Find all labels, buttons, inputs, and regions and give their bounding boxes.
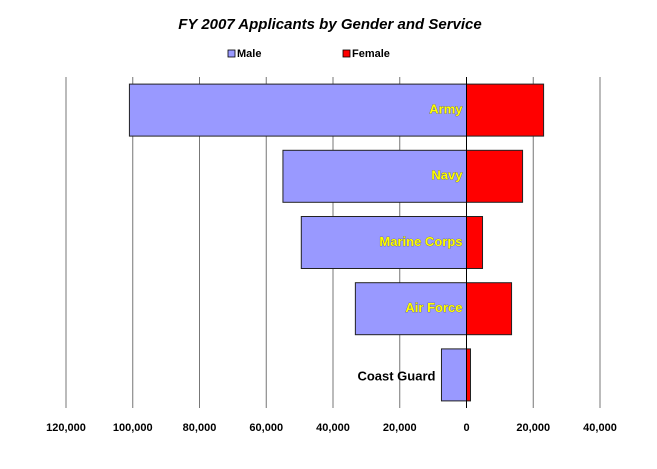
x-tick-label: 80,000 xyxy=(183,422,217,434)
legend-label: Female xyxy=(352,48,390,60)
category-label: Army xyxy=(429,102,463,117)
x-tick-label: 40,000 xyxy=(583,422,617,434)
category-label: Marine Corps xyxy=(379,234,462,249)
bar xyxy=(300,216,468,269)
bar xyxy=(466,216,484,269)
category-label: Coast Guard xyxy=(357,368,435,383)
chart-title: FY 2007 Applicants by Gender and Service xyxy=(178,16,481,33)
legend-swatch xyxy=(342,49,351,58)
x-tick-label: 60,000 xyxy=(249,422,283,434)
x-tick-label: 0 xyxy=(463,422,469,434)
bar xyxy=(128,83,467,137)
x-tick-label: 20,000 xyxy=(516,422,550,434)
x-tick-label: 20,000 xyxy=(383,422,417,434)
x-tick-label: 40,000 xyxy=(316,422,350,434)
bar xyxy=(440,348,467,402)
bar xyxy=(466,149,524,203)
category-label: Navy xyxy=(431,168,463,183)
legend-label: Male xyxy=(237,48,261,60)
bar xyxy=(466,348,472,402)
category-label: Air Force xyxy=(405,300,462,315)
bar xyxy=(466,282,513,336)
x-tick-label: 120,000 xyxy=(46,422,86,434)
x-tick-label: 100,000 xyxy=(113,422,153,434)
bar xyxy=(282,149,467,203)
bar xyxy=(466,83,545,137)
legend-swatch xyxy=(227,49,236,58)
